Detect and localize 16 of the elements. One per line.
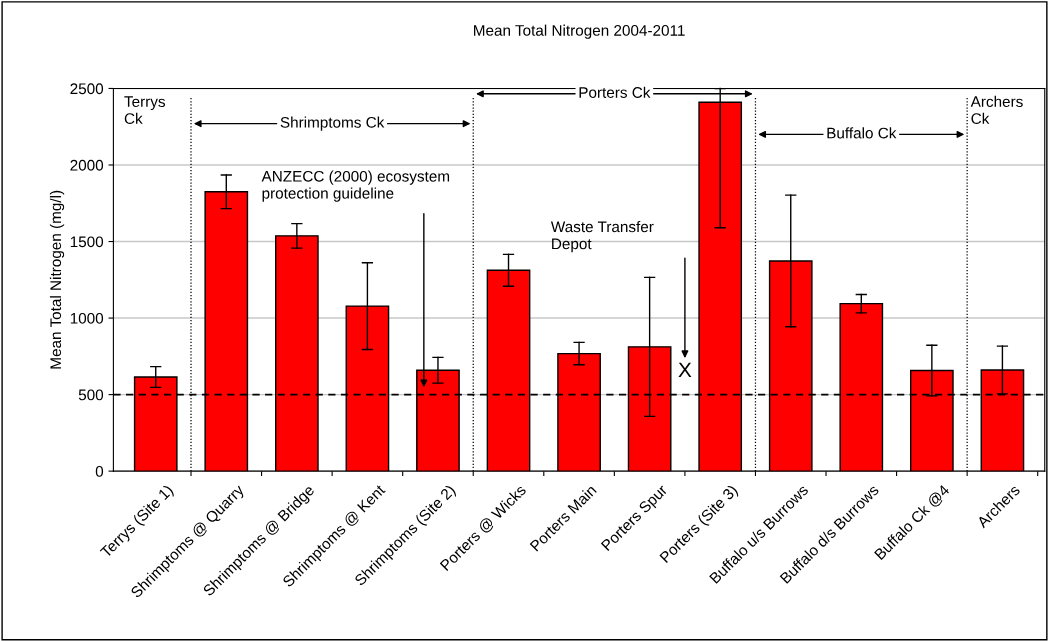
y-tick-label: 2500: [70, 83, 104, 95]
y-tick-label: 500: [78, 389, 104, 401]
annotation: Archers Ck: [970, 95, 1023, 125]
annotation: X: [678, 362, 692, 378]
y-tick-label: 2000: [70, 159, 104, 171]
annotation: ANZECC (2000) ecosystem protection guideline: [261, 170, 450, 202]
annotation: Buffalo Ck: [827, 127, 897, 139]
y-tick-label: 1000: [70, 312, 104, 324]
y-tick-label: 1500: [70, 236, 104, 248]
annotation: Shrimptoms Ck: [280, 116, 385, 131]
annotation: Porters Ck: [579, 86, 651, 98]
y-tick-label: 0: [95, 466, 104, 477]
annotation: Waste Transfer Depot: [550, 221, 654, 253]
annotation: Terrys Ck: [124, 96, 166, 125]
y-axis-title: Mean Total Nitrogen (mg/l): [49, 190, 65, 369]
chart-title: Mean Total Nitrogen 2004-2011: [474, 24, 685, 39]
